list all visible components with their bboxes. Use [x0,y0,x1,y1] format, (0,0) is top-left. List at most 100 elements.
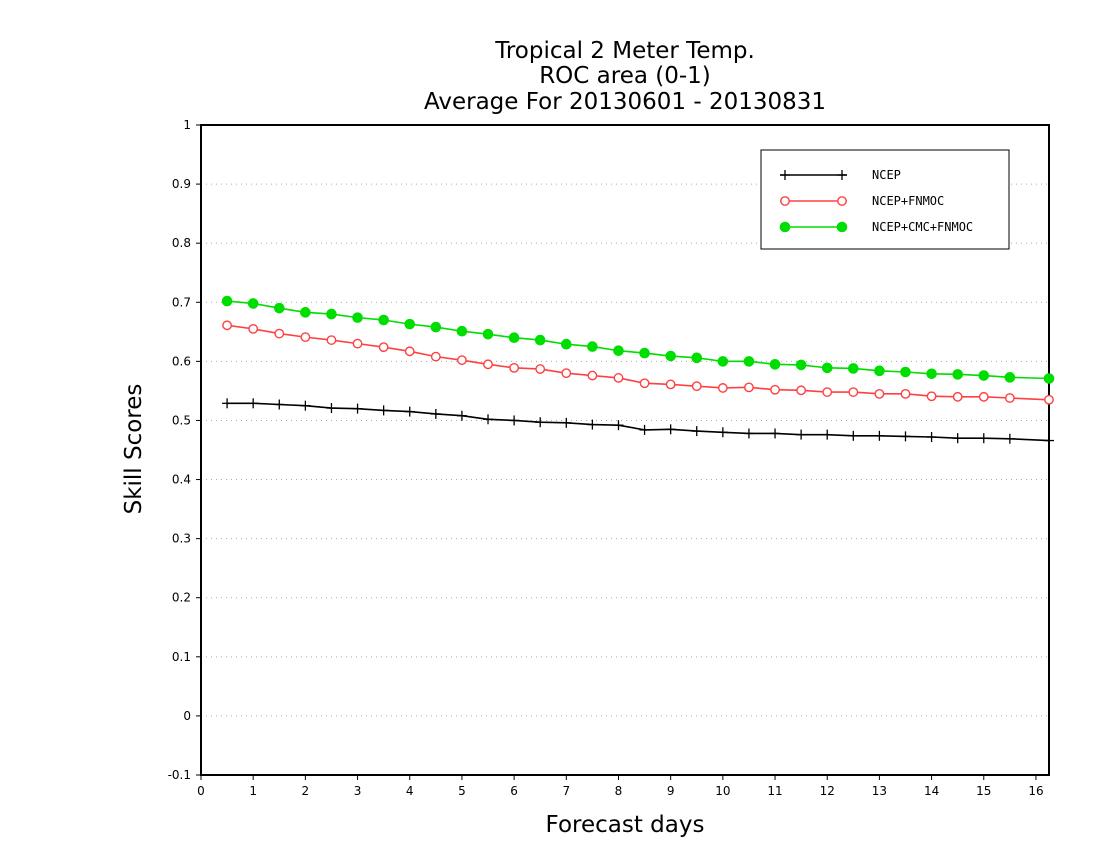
data-point [848,387,859,397]
data-point [926,368,937,380]
data-point [483,359,493,370]
x-tick-label: 3 [354,784,362,798]
data-point [248,398,259,409]
data-point [508,332,520,344]
data-point [691,426,702,437]
legend-entry: NCEP [780,168,901,182]
data-point [978,370,990,381]
data-point [822,387,833,397]
data-point [1004,393,1015,403]
series-line [227,402,1050,442]
data-point [717,383,728,393]
series-ncep-cmc-fnmoc [221,295,1055,384]
data-point [483,414,494,425]
data-point [404,346,415,357]
data-point [378,342,389,353]
data-point [273,302,285,314]
data-point [770,428,781,439]
data-point [587,341,598,352]
data-point [1004,433,1015,444]
data-point [822,429,833,440]
data-point [926,432,937,442]
series-ncep-fnmoc [222,320,1054,405]
legend-marker [779,221,791,233]
x-tick-label: 2 [302,784,310,798]
x-tick-label: 6 [510,784,518,798]
data-point [874,430,885,441]
data-point [247,298,259,309]
y-tick-label: 0.9 [172,177,191,191]
data-point [1004,372,1016,383]
data-point [404,406,415,417]
data-point [326,335,337,345]
data-point [770,384,780,395]
data-point [430,321,442,333]
chart-title-line-1: Tropical 2 Meter Temp. [494,38,755,64]
data-point [796,385,807,396]
axis-ticks: -0.100.10.20.30.40.50.60.70.80.910 1 2 3 4 5 6… [168,118,1044,798]
x-tick-label: 14 [924,784,939,798]
data-point [796,429,807,440]
data-point [639,347,650,359]
data-point [535,364,546,374]
data-point [456,325,468,337]
series-line [227,300,1050,380]
grid-lines [201,183,1049,717]
y-tick-label: 0.2 [172,591,191,605]
legend-entry: NCEP+CMC+FNMOC [779,220,973,234]
data-point [509,415,520,426]
data-point [665,379,676,390]
x-tick-label: 4 [406,784,414,798]
data-point [900,366,911,378]
legend-marker [837,196,847,206]
data-point [560,338,572,350]
data-point [795,359,807,371]
data-point [352,403,363,414]
x-tick-label: 8 [615,784,623,798]
data-point [352,312,363,323]
data-point [326,308,337,320]
data-point [639,424,650,435]
data-point [691,352,703,364]
data-point [378,405,389,416]
legend-marker [780,170,790,180]
chart-title-line-3: Average For 20130601 - 20130831 [424,89,826,115]
x-tick-label: 5 [458,784,466,798]
x-tick-label: 9 [667,784,675,798]
data-point [274,328,285,339]
legend-label: NCEP+FNMOC [872,194,944,208]
data-point [300,332,311,343]
legend-marker [780,196,790,206]
data-point [326,403,337,414]
legend: NCEP NCEP+FNMOC NCEP+CMC+FNMOC [760,149,1010,250]
data-point [900,431,911,442]
y-tick-label: 0.7 [172,295,191,309]
plot-area-frame [200,124,1050,776]
y-tick-label: 0.4 [172,473,191,487]
x-axis-label: Forecast days [546,812,705,838]
data-point [482,328,494,340]
data-point [691,381,702,392]
x-tick-label: 13 [872,784,887,798]
y-tick-label: 0.8 [172,236,191,250]
legend-label: NCEP+CMC+FNMOC [872,220,973,234]
x-tick-label: 11 [767,784,782,798]
data-point [509,362,520,373]
data-point [248,323,259,334]
data-point [561,417,572,428]
data-point [952,369,963,380]
data-point [1043,373,1055,384]
data-point [1044,394,1054,405]
y-tick-label: 0.6 [172,354,191,368]
data-point [613,420,624,431]
data-point [404,318,416,330]
x-tick-label: 15 [976,784,991,798]
data-point [665,424,676,435]
data-point [274,399,285,410]
data-point [744,382,754,393]
series-layer [221,295,1055,446]
data-point [874,365,885,377]
data-point [561,368,572,379]
y-axis-label: Skill Scores [121,384,147,515]
